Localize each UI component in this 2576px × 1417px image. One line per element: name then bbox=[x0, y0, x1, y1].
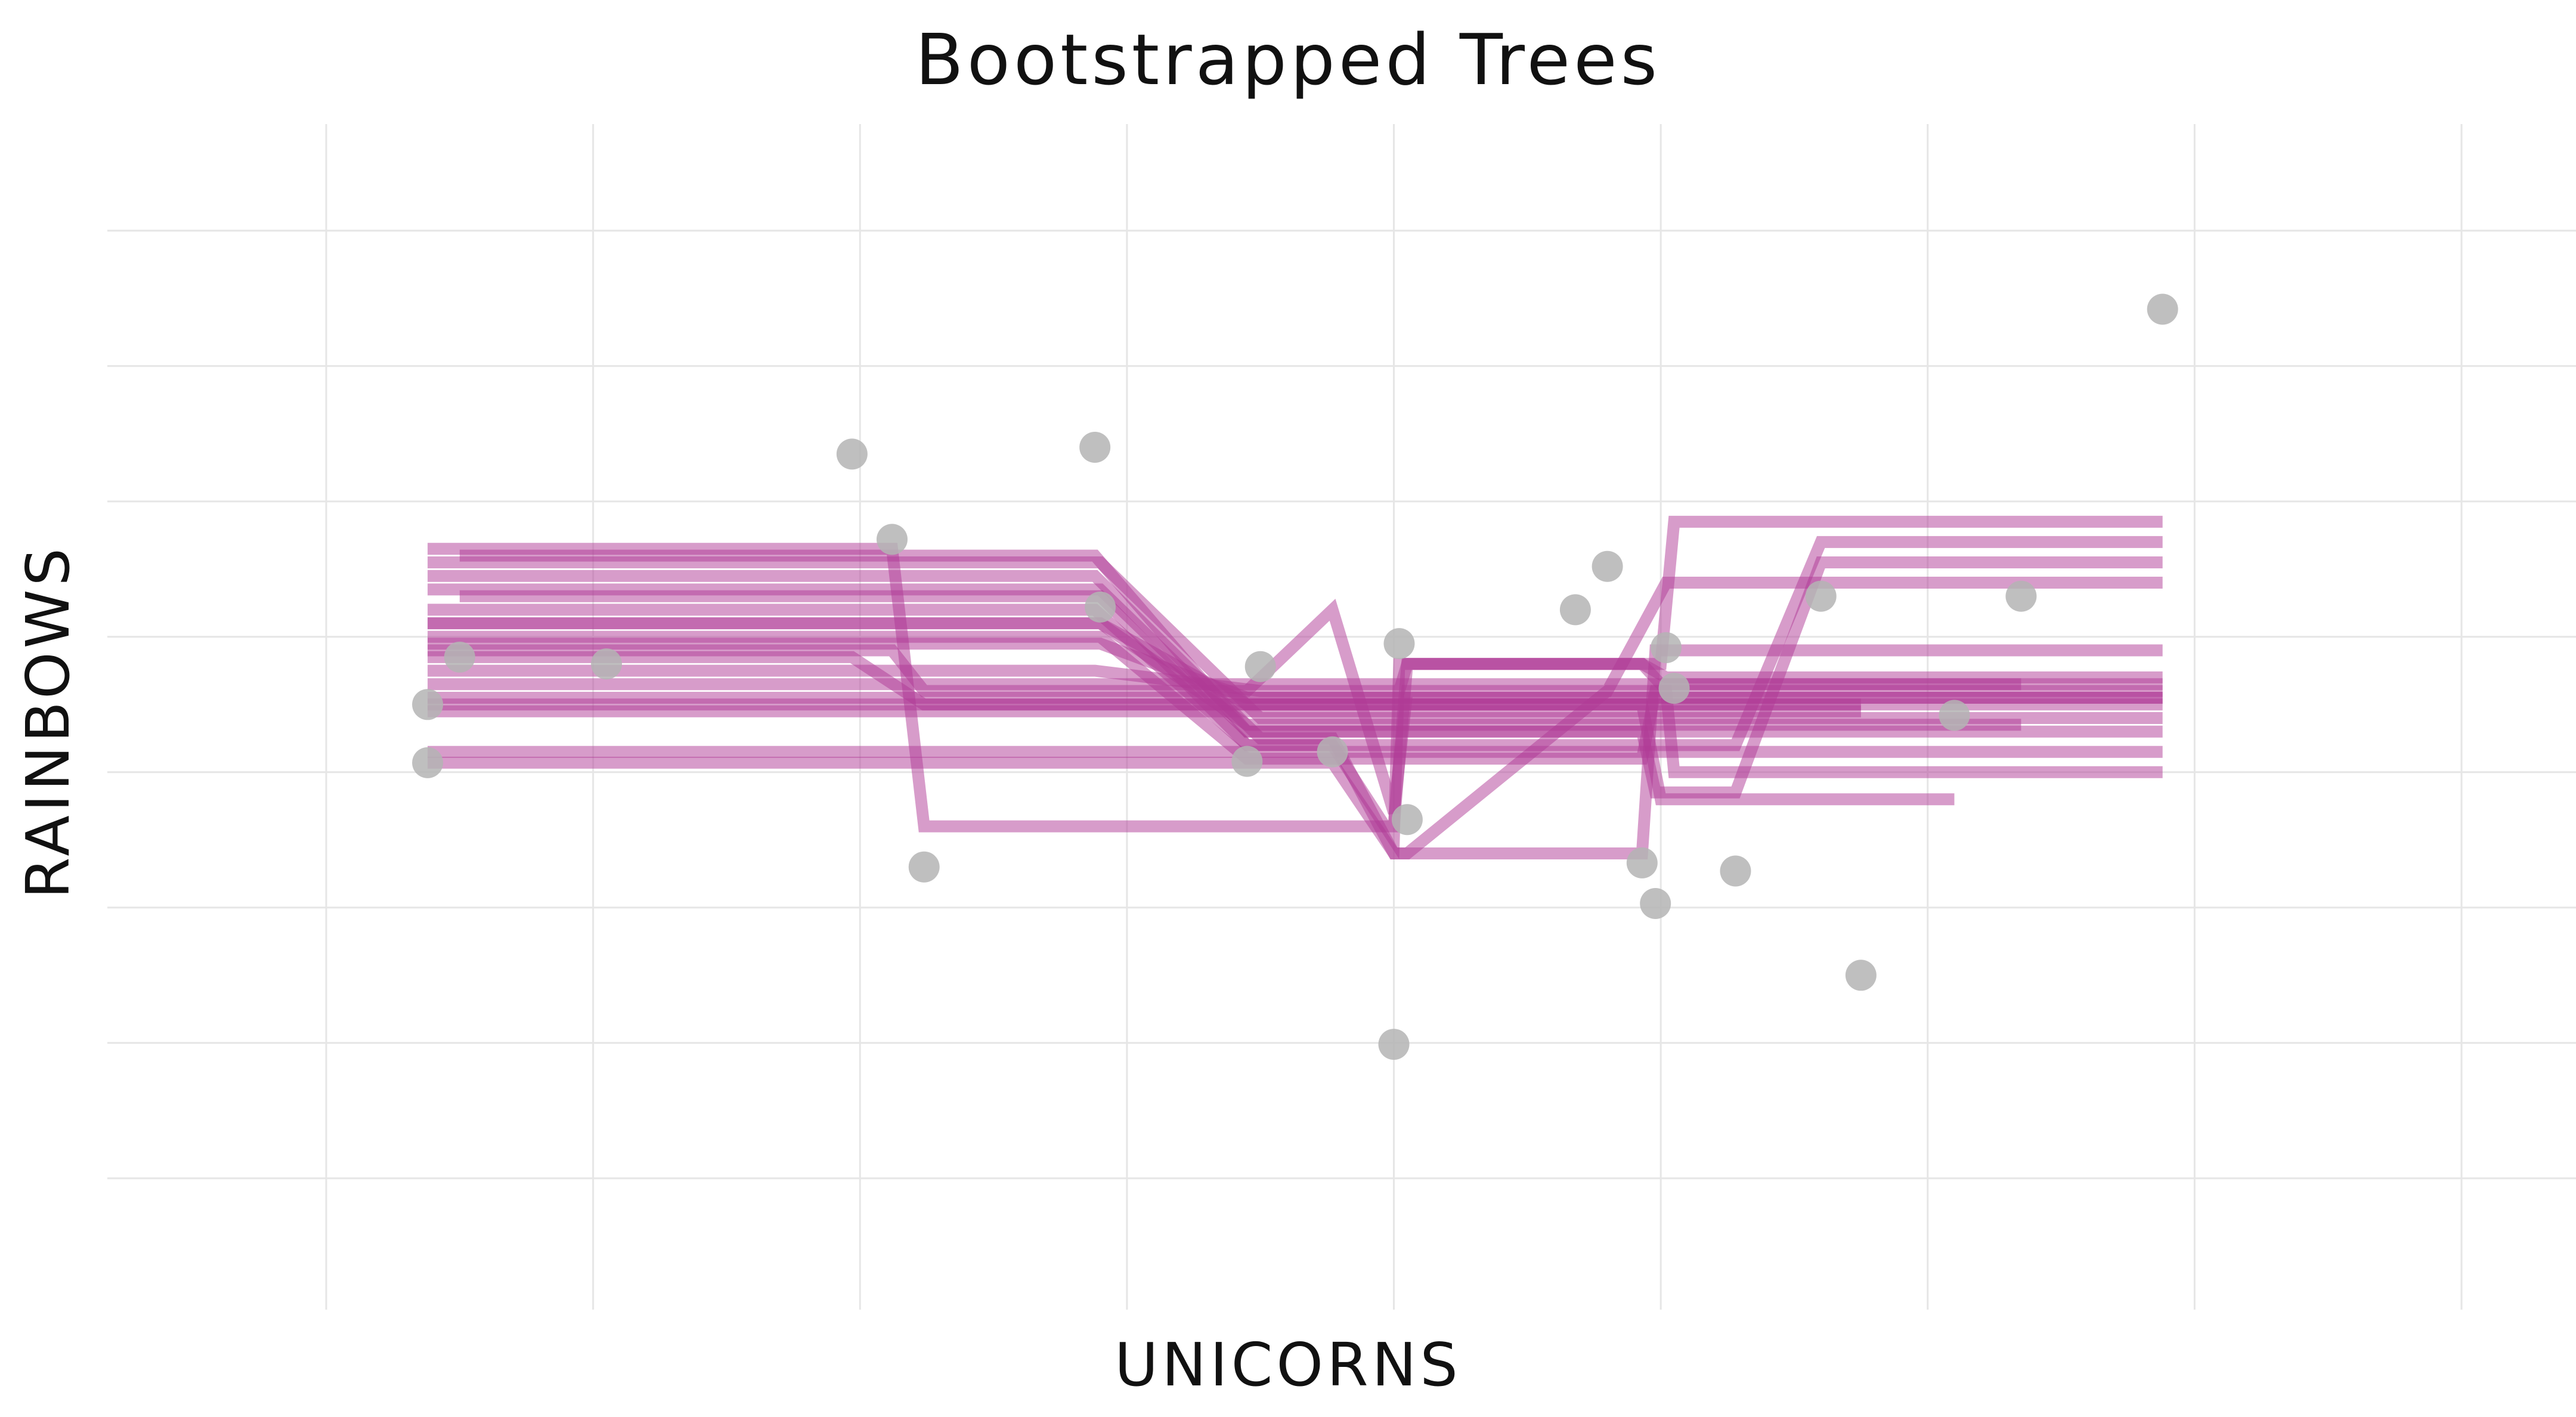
data-point bbox=[412, 747, 444, 778]
data-point bbox=[2147, 293, 2178, 325]
data-point bbox=[1559, 594, 1591, 626]
tree-prediction-line bbox=[428, 685, 2163, 859]
data-point bbox=[1391, 804, 1423, 836]
data-point bbox=[1640, 887, 1671, 919]
data-point bbox=[1651, 632, 1682, 663]
data-point bbox=[1079, 432, 1111, 463]
tree-prediction-line bbox=[428, 617, 2021, 731]
tree-prediction-line bbox=[428, 536, 2163, 751]
tree-prediction-line bbox=[428, 556, 2163, 724]
data-point bbox=[1720, 855, 1751, 887]
data-point bbox=[1317, 736, 1348, 768]
data-point bbox=[1244, 651, 1276, 682]
data-point bbox=[1939, 700, 1970, 731]
data-point bbox=[908, 851, 940, 883]
chart-title: Bootstrapped Trees bbox=[915, 18, 1661, 101]
data-point bbox=[444, 641, 475, 673]
data-point bbox=[836, 438, 868, 470]
x-axis-label: UNICORNS bbox=[1114, 1329, 1462, 1400]
data-point bbox=[1845, 960, 1877, 991]
data-point bbox=[1378, 1029, 1410, 1060]
data-point bbox=[877, 524, 908, 555]
bootstrap-lines bbox=[428, 515, 2163, 859]
data-point bbox=[591, 648, 623, 680]
data-point bbox=[2005, 580, 2037, 612]
data-point bbox=[412, 689, 444, 720]
data-point bbox=[1626, 847, 1658, 878]
data-point bbox=[1085, 591, 1116, 623]
data-point bbox=[1231, 745, 1263, 777]
data-point bbox=[1592, 550, 1623, 582]
data-point bbox=[1805, 580, 1837, 612]
data-points bbox=[412, 293, 2178, 1060]
data-point bbox=[1383, 628, 1415, 660]
tree-prediction-line bbox=[428, 570, 2163, 859]
tree-prediction-line bbox=[428, 577, 2163, 815]
tree-prediction-line bbox=[428, 630, 2163, 765]
data-point bbox=[1658, 673, 1690, 704]
